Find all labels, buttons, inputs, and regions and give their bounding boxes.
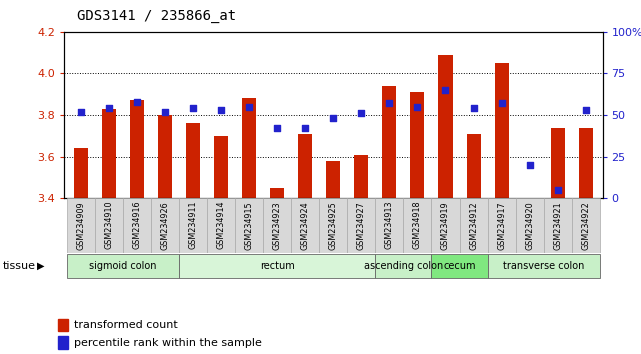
Bar <box>354 155 369 198</box>
Bar <box>488 255 600 278</box>
Bar <box>431 198 460 253</box>
Text: cecum: cecum <box>444 261 476 272</box>
Bar <box>438 55 453 198</box>
Bar <box>58 319 67 331</box>
Point <box>300 126 310 131</box>
Bar <box>291 198 319 253</box>
Text: GSM234922: GSM234922 <box>581 201 590 250</box>
Bar <box>123 198 151 253</box>
Text: GSM234917: GSM234917 <box>497 201 506 250</box>
Point <box>384 101 394 106</box>
Text: GSM234920: GSM234920 <box>525 201 534 250</box>
Point <box>356 110 367 116</box>
Bar <box>271 188 284 198</box>
Bar <box>431 255 488 278</box>
Bar <box>179 255 376 278</box>
Text: GSM234921: GSM234921 <box>553 201 562 250</box>
Text: GSM234926: GSM234926 <box>160 201 170 250</box>
Point <box>440 87 451 93</box>
Point <box>496 101 506 106</box>
Point <box>469 105 479 111</box>
Text: GSM234925: GSM234925 <box>329 201 338 250</box>
Point <box>581 107 591 113</box>
Bar <box>319 198 347 253</box>
Point <box>244 104 254 110</box>
Bar <box>74 148 88 198</box>
Text: sigmoid colon: sigmoid colon <box>89 261 157 272</box>
Bar <box>579 127 593 198</box>
Text: rectum: rectum <box>260 261 295 272</box>
Text: transformed count: transformed count <box>74 320 178 330</box>
Bar <box>347 198 376 253</box>
Bar <box>460 198 488 253</box>
Point <box>272 126 282 131</box>
Bar <box>179 198 207 253</box>
Text: GSM234927: GSM234927 <box>357 201 366 250</box>
Text: GSM234915: GSM234915 <box>245 201 254 250</box>
Text: ▶: ▶ <box>37 261 45 271</box>
Text: GSM234918: GSM234918 <box>413 201 422 250</box>
Text: GSM234913: GSM234913 <box>385 201 394 250</box>
Bar <box>403 198 431 253</box>
Text: GSM234911: GSM234911 <box>188 201 197 250</box>
Text: ascending colon: ascending colon <box>364 261 443 272</box>
Point <box>524 162 535 168</box>
Point <box>328 115 338 121</box>
Point <box>160 109 171 115</box>
Text: GSM234919: GSM234919 <box>441 201 450 250</box>
Text: tissue: tissue <box>3 261 36 271</box>
Bar <box>95 198 123 253</box>
Bar <box>235 198 263 253</box>
Bar <box>214 136 228 198</box>
Text: GSM234910: GSM234910 <box>104 201 113 250</box>
Bar <box>158 115 172 198</box>
Text: GSM234912: GSM234912 <box>469 201 478 250</box>
Bar <box>242 98 256 198</box>
Bar <box>572 198 600 253</box>
Bar <box>551 127 565 198</box>
Text: GSM234923: GSM234923 <box>272 201 282 250</box>
Point <box>412 104 422 110</box>
Text: GSM234924: GSM234924 <box>301 201 310 250</box>
Point <box>188 105 198 111</box>
Point <box>76 109 86 115</box>
Bar <box>186 124 200 198</box>
Bar <box>207 198 235 253</box>
Bar <box>495 63 508 198</box>
Bar <box>58 336 67 349</box>
Bar <box>326 161 340 198</box>
Text: transverse colon: transverse colon <box>503 261 585 272</box>
Bar <box>410 92 424 198</box>
Bar <box>376 198 403 253</box>
Point <box>132 99 142 104</box>
Text: GSM234916: GSM234916 <box>133 201 142 250</box>
Bar <box>544 198 572 253</box>
Bar <box>130 101 144 198</box>
Point <box>553 187 563 193</box>
Text: GSM234914: GSM234914 <box>217 201 226 250</box>
Bar <box>488 198 515 253</box>
Text: GSM234909: GSM234909 <box>76 201 85 250</box>
Bar <box>376 255 431 278</box>
Bar <box>102 109 116 198</box>
Point <box>104 105 114 111</box>
Bar <box>298 134 312 198</box>
Bar <box>67 255 179 278</box>
Bar <box>467 134 481 198</box>
Point <box>216 107 226 113</box>
Text: GDS3141 / 235866_at: GDS3141 / 235866_at <box>77 9 236 23</box>
Bar <box>263 198 291 253</box>
Bar <box>151 198 179 253</box>
Text: percentile rank within the sample: percentile rank within the sample <box>74 338 262 348</box>
Bar <box>515 198 544 253</box>
Bar <box>383 86 396 198</box>
Bar <box>67 198 95 253</box>
